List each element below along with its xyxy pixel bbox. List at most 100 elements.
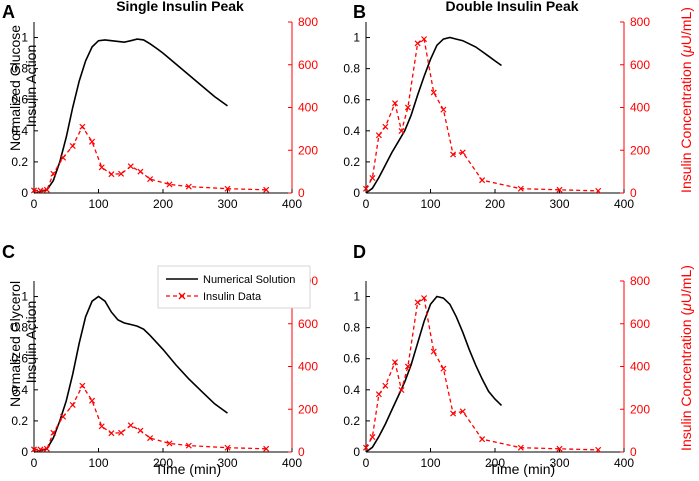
y-tick-label-left-b: 0.8 bbox=[343, 62, 360, 76]
y-tick-label-right-c: 600 bbox=[298, 317, 318, 331]
x-tick-label-d: 100 bbox=[420, 456, 440, 470]
y-axis-label-right-d: Insulin Concentration (μU/mL) bbox=[678, 265, 694, 451]
insulin-data-point-d bbox=[517, 444, 524, 451]
y-axis-label-left-a: Normalized Glucose Insulin Action bbox=[7, 21, 39, 151]
y-tick-label-left-d: 0.6 bbox=[343, 352, 360, 366]
y-tick-label-left-b: 1 bbox=[353, 31, 360, 45]
mu-symbol: μ bbox=[678, 303, 694, 312]
y-tick-label-left-a: 0.6 bbox=[11, 93, 28, 107]
insulin-data-point-c bbox=[137, 427, 144, 434]
insulin-data-point-a bbox=[224, 185, 231, 192]
insulin-data-point-d bbox=[421, 295, 428, 302]
x-tick-label-a: 200 bbox=[153, 197, 173, 211]
x-tick-label-a: 400 bbox=[282, 197, 302, 211]
insulin-data-point-c bbox=[185, 442, 192, 449]
x-tick-label-d: 400 bbox=[614, 456, 634, 470]
insulin-data-point-a bbox=[147, 176, 154, 183]
insulin-data-point-c bbox=[263, 445, 270, 452]
insulin-data-point-b bbox=[450, 151, 457, 158]
insulin-data-point-b bbox=[382, 123, 389, 130]
y-tick-label-right-b: 400 bbox=[630, 101, 650, 115]
panel-b: B Double Insulin Peak 0 100 200 300 40000.20… bbox=[343, 0, 694, 211]
y-tick-label-right-a: 0 bbox=[298, 186, 305, 200]
y-tick-label-right-a: 800 bbox=[298, 15, 318, 29]
insulin-data-point-c bbox=[50, 429, 57, 436]
insulin-data-point-d bbox=[382, 382, 389, 389]
insulin-data-point-d bbox=[450, 410, 457, 417]
y-tick-label-left-b: 0.2 bbox=[343, 155, 360, 169]
y-tick-label-right-b: 800 bbox=[630, 15, 650, 29]
insulin-data-point-d bbox=[362, 444, 370, 451]
insulin-data-point-a bbox=[127, 163, 134, 170]
insulin-data-point-b bbox=[369, 175, 376, 182]
y-tick-label-left-a: 0.8 bbox=[11, 62, 28, 76]
panel-d: D 0 100 200 300 40000.20.40.60.8102004006008… bbox=[343, 242, 694, 477]
y-tick-label-left-d: 1 bbox=[353, 290, 360, 304]
y-axis-label-left-c: Normalized Glycerol Insulin Action bbox=[7, 277, 39, 407]
insulin-data-point-b bbox=[414, 40, 421, 47]
y-axis-label-left-a-line2: Insulin Action bbox=[23, 45, 39, 128]
model-line-b bbox=[365, 36, 502, 194]
y-tick-label-right-d: 800 bbox=[630, 274, 650, 288]
insulin-data-point-a bbox=[37, 187, 44, 194]
insulin-data-point-d bbox=[375, 391, 382, 398]
insulin-data-point-c bbox=[69, 401, 76, 408]
insulin-data-point-a bbox=[108, 171, 115, 178]
insulin-data-point-c bbox=[43, 445, 50, 452]
x-tick-label-d: 200 bbox=[485, 456, 505, 470]
insulin-data-point-b bbox=[556, 186, 563, 193]
insulin-data-point-a bbox=[166, 181, 173, 188]
insulin-data-point-d bbox=[440, 365, 447, 372]
mu-symbol: μ bbox=[678, 45, 694, 54]
insulin-data-point-a bbox=[79, 123, 86, 130]
panel-c: C 010020030040000.20.40.60.8102004006008… bbox=[2, 242, 318, 477]
x-tick-label-a: 100 bbox=[88, 197, 108, 211]
y-tick-label-left-a: 0.4 bbox=[11, 124, 28, 138]
legend-data-label: Insulin Data bbox=[203, 291, 262, 303]
x-tick-label-b: 200 bbox=[485, 197, 505, 211]
y-tick-label-left-b: 0.6 bbox=[343, 93, 360, 107]
y-tick-label-right-b: 600 bbox=[630, 58, 650, 72]
panel-letter-a: A bbox=[2, 2, 15, 22]
insulin-data-point-c bbox=[147, 435, 154, 442]
insulin-data-point-a bbox=[185, 183, 192, 190]
insulin-data-point-a bbox=[43, 186, 50, 193]
panel-title-b: Double Insulin Peak bbox=[445, 0, 578, 14]
y-tick-label-right-c: 0 bbox=[298, 445, 305, 459]
y-axis-label-right-b: Insulin Concentration (μU/mL) bbox=[678, 7, 694, 193]
y-tick-label-left-a: 1 bbox=[21, 31, 28, 45]
insulin-data-point-a bbox=[60, 154, 67, 161]
legend: Numerical Solution Insulin Data bbox=[157, 265, 311, 309]
y-tick-label-left-c: 0.6 bbox=[11, 352, 28, 366]
insulin-data-point-c bbox=[30, 446, 38, 453]
legend-model-label: Numerical Solution bbox=[203, 274, 295, 286]
insulin-data-point-b bbox=[392, 100, 399, 107]
insulin-data-point-a bbox=[137, 168, 144, 175]
insulin-data-point-a bbox=[89, 138, 96, 145]
insulin-data-point-d bbox=[595, 446, 602, 453]
insulin-data-point-a bbox=[118, 170, 125, 177]
x-tick-label-c: 400 bbox=[282, 456, 302, 470]
y-tick-label-right-c: 200 bbox=[298, 402, 318, 416]
y-tick-label-right-b: 200 bbox=[630, 143, 650, 157]
x-tick-label-d: 300 bbox=[549, 456, 569, 470]
insulin-data-point-b bbox=[479, 177, 486, 184]
y-axis-label-left-c-line1: Normalized Glycerol bbox=[7, 281, 23, 407]
insulin-data-point-b bbox=[362, 185, 370, 192]
y-tick-label-right-d: 0 bbox=[630, 445, 637, 459]
insulin-data-point-c bbox=[79, 382, 86, 389]
insulin-data-point-c bbox=[60, 413, 67, 420]
insulin-data-point-d bbox=[392, 359, 399, 366]
panel-a: A Single Insulin Peak 0 100 200 300 40000.20… bbox=[2, 0, 318, 211]
x-tick-label-b: 300 bbox=[549, 197, 569, 211]
insulin-data-point-a bbox=[30, 187, 38, 194]
insulin-data-point-b bbox=[440, 106, 447, 113]
insulin-data-point-c bbox=[118, 429, 125, 436]
insulin-data-point-d bbox=[414, 299, 421, 306]
y-tick-label-right-a: 400 bbox=[298, 101, 318, 115]
insulin-data-point-d bbox=[430, 348, 437, 355]
insulin-data-point-b bbox=[398, 127, 405, 135]
insulin-data-point-d bbox=[479, 436, 486, 443]
